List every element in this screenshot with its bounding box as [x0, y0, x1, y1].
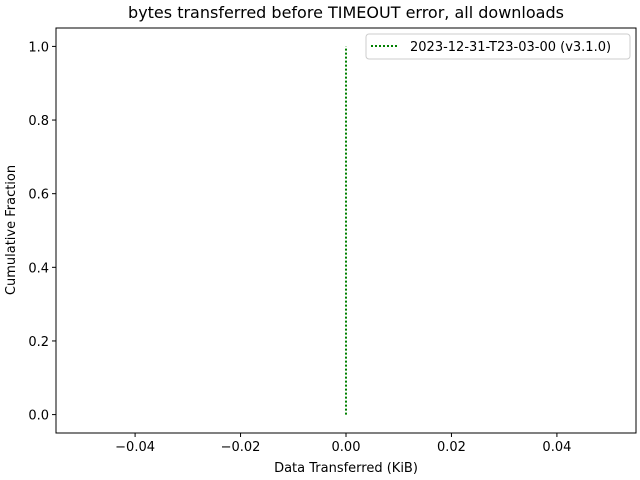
x-tick-label: −0.04: [115, 440, 155, 455]
y-tick-label: 0.8: [28, 114, 49, 129]
legend: 2023-12-31-T23-03-00 (v3.1.0): [365, 33, 631, 60]
y-tick-label: 0.6: [28, 188, 49, 203]
y-tick-label: 0.2: [28, 335, 49, 350]
x-tick-label: −0.02: [221, 440, 261, 455]
x-tick-label: 0.02: [437, 440, 466, 455]
x-tick-label: 0.04: [542, 440, 571, 455]
y-tick-label: 1.0: [28, 40, 49, 55]
legend-label: 2023-12-31-T23-03-00 (v3.1.0): [410, 40, 611, 55]
legend-box: [365, 33, 631, 60]
x-ticks: −0.04 −0.02 0.00 0.02 0.04: [115, 433, 571, 455]
x-axis-label: Data Transferred (KiB): [274, 461, 418, 476]
y-tick-label: 0.4: [28, 261, 49, 276]
chart-title: bytes transferred before TIMEOUT error, …: [128, 3, 564, 22]
y-ticks: 0.0 0.2 0.4 0.6 0.8 1.0: [28, 40, 56, 424]
x-tick-label: 0.00: [332, 440, 361, 455]
y-tick-label: 0.0: [28, 409, 49, 424]
y-axis-label: Cumulative Fraction: [4, 165, 19, 295]
